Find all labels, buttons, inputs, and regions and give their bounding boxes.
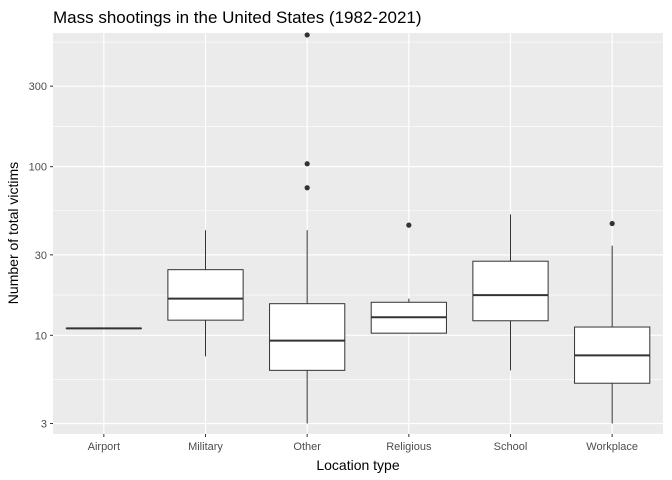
chart-title: Mass shootings in the United States (198… [53, 8, 422, 27]
box-iqr [472, 260, 549, 322]
x-tick-label: School [494, 441, 528, 453]
y-tick-label: 100 [29, 162, 47, 174]
outlier-point [406, 222, 412, 228]
y-tick-label: 10 [35, 330, 47, 342]
plot-panel [53, 33, 663, 434]
box-other [269, 32, 346, 424]
x-tick-label: Other [293, 441, 321, 453]
box-military [167, 230, 244, 357]
x-tick-label: Airport [88, 441, 120, 453]
x-axis-title: Location type [316, 457, 399, 473]
y-axis-title: Number of total victims [5, 162, 21, 304]
outlier-point [304, 161, 310, 167]
box-iqr [167, 269, 244, 321]
box-workplace [574, 220, 651, 424]
box-iqr [269, 303, 346, 371]
x-tick-label: Religious [386, 441, 432, 453]
outlier-point [609, 220, 615, 227]
x-axis: Airport Military Other Religious School Workp… [88, 434, 638, 453]
x-tick-label: Workplace [586, 441, 638, 453]
y-axis: 3 10 30 100 300 [29, 81, 53, 431]
box-school [472, 214, 549, 371]
outlier-point [304, 185, 310, 191]
y-tick-label: 30 [35, 250, 47, 262]
y-tick-label: 300 [29, 81, 47, 93]
y-tick-label: 3 [41, 419, 47, 431]
box-religious [370, 222, 447, 334]
outlier-point [304, 32, 310, 38]
box-series [65, 32, 651, 424]
x-tick-label: Military [188, 441, 223, 453]
